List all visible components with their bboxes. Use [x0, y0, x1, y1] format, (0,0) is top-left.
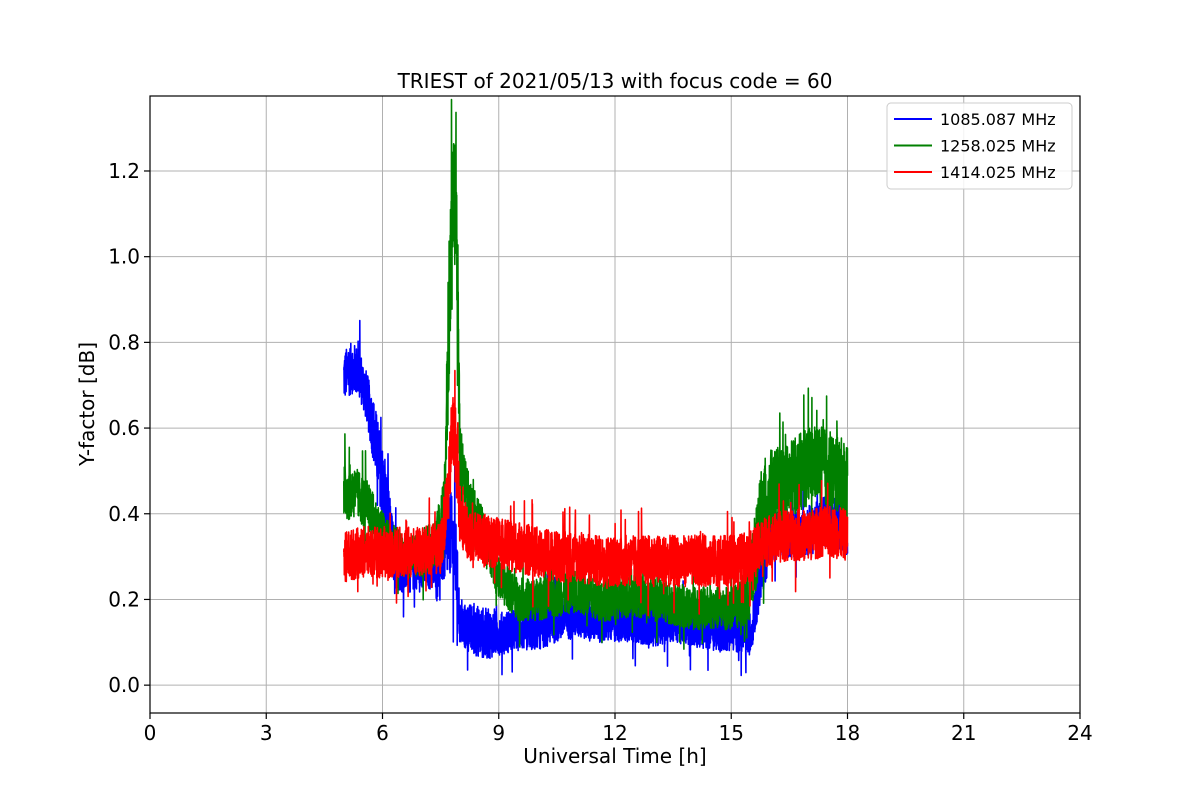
legend-label: 1085.087 MHz: [940, 110, 1056, 129]
x-tick-label: 6: [376, 721, 389, 745]
y-tick-label: 0.2: [108, 587, 140, 611]
y-tick-label: 0.8: [108, 330, 140, 354]
x-tick-label: 0: [144, 721, 157, 745]
chart-title: TRIEST of 2021/05/13 with focus code = 6…: [397, 69, 833, 93]
x-tick-label: 9: [492, 721, 505, 745]
x-tick-label: 21: [951, 721, 976, 745]
legend-label: 1258.025 MHz: [940, 137, 1056, 156]
y-axis-title: Y-factor [dB]: [75, 342, 99, 467]
axis-ticks: 0 3 6 9 12 15 18 21 24 0.0 0.2 0.4 0.6 0.8 1.0 1.2: [108, 159, 1093, 745]
series-line-3: [343, 369, 849, 617]
x-tick-label: 3: [260, 721, 273, 745]
x-tick-label: 15: [719, 721, 744, 745]
y-tick-label: 0.6: [108, 416, 140, 440]
y-tick-label: 1.0: [108, 245, 140, 269]
y-tick-label: 1.2: [108, 159, 140, 183]
legend-label: 1414.025 MHz: [940, 163, 1056, 182]
plot-area: [343, 98, 849, 677]
x-tick-label: 12: [602, 721, 627, 745]
x-axis-title: Universal Time [h]: [523, 744, 706, 768]
legend-box: [886, 102, 1073, 190]
y-tick-label: 0.4: [108, 502, 140, 526]
x-tick-label: 24: [1067, 721, 1092, 745]
y-tick-label: 0.0: [108, 673, 140, 697]
legend: 1085.087 MHz 1258.025 MHz 1414.025 MHz: [886, 102, 1073, 190]
x-tick-label: 18: [835, 721, 860, 745]
